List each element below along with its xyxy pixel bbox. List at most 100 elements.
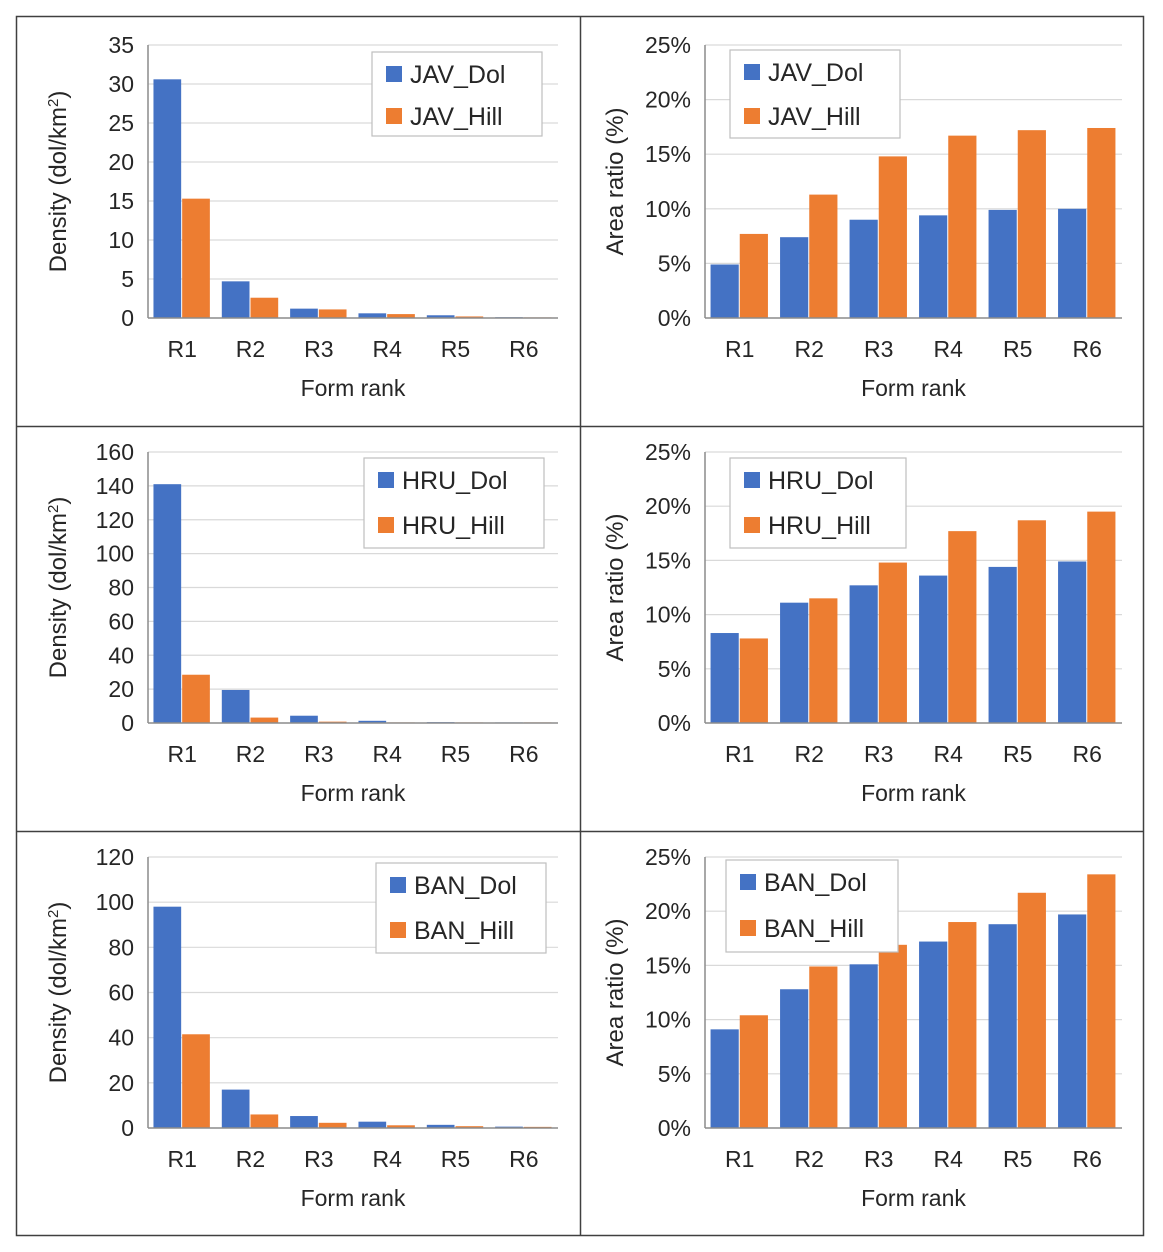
legend-label: JAV_Dol (768, 59, 863, 87)
bar-JAV_Hill-R6 (1087, 127, 1116, 318)
y-tick-label: 35 (108, 32, 134, 58)
legend-label: HRU_Dol (768, 467, 874, 495)
bar-JAV_Dol-R2 (221, 281, 250, 318)
y-tick-label: 0% (658, 710, 691, 736)
y-tick-label: 160 (96, 439, 134, 465)
x-axis-title: Form rank (301, 780, 406, 806)
x-tick-label: R4 (372, 741, 402, 767)
chart-1: 0 5 10 15 20 25 30 35 R1 R2 R3 R4 R5 R6 Form rank Densi… (45, 32, 558, 401)
x-tick-label: R1 (167, 336, 196, 362)
bar-HRU_Dol-R1 (710, 633, 739, 723)
x-tick-label: R5 (441, 336, 470, 362)
legend-swatch-HRU_Dol (378, 472, 394, 488)
x-tick-label: R1 (725, 336, 754, 362)
bar-BAN_Hill-R3 (878, 944, 907, 1128)
chart-4: 0% 5% 10% 15% 20% 25% R1 R2 R3 R4 R5 R6 Form rank Are… (602, 439, 1122, 806)
legend-label: BAN_Hill (414, 917, 514, 945)
x-tick-label: R2 (236, 336, 265, 362)
bar-JAV_Hill-R4 (387, 314, 415, 318)
bar-HRU_Hill-R6 (1087, 511, 1116, 723)
bar-HRU_Dol-R2 (221, 689, 250, 723)
legend-label: JAV_Dol (410, 61, 505, 89)
legend-label: JAV_Hill (410, 103, 503, 131)
x-axis-title: Form rank (861, 375, 966, 401)
y-tick-label: 25% (645, 439, 691, 465)
bar-BAN_Dol-R2 (221, 1089, 250, 1128)
x-tick-label: R3 (864, 336, 893, 362)
bar-JAV_Dol-R3 (290, 308, 318, 318)
bar-BAN_Dol-R2 (780, 989, 809, 1128)
y-axis-title: Density (dol/km2) (45, 497, 73, 679)
bar-JAV_Hill-R1 (182, 198, 210, 318)
x-tick-label: R4 (372, 1146, 402, 1172)
legend-label: JAV_Hill (768, 103, 861, 131)
bar-BAN_Dol-R3 (290, 1116, 318, 1128)
x-tick-label: R6 (509, 336, 538, 362)
legend-label: BAN_Dol (764, 869, 867, 897)
y-tick-label: 25 (108, 110, 134, 136)
y-tick-label: 0 (121, 710, 134, 736)
y-tick-label: 80 (108, 575, 134, 601)
chart-3: 0 20 40 60 80 100 120 140 160 R1 R2 R3 R4 R5 R6 Form ra… (45, 439, 558, 806)
y-tick-label: 20% (645, 493, 691, 519)
x-tick-label: R2 (795, 336, 824, 362)
bar-HRU_Dol-R6 (1058, 561, 1087, 723)
y-tick-label: 25% (645, 844, 691, 870)
x-tick-label: R6 (509, 1146, 538, 1172)
y-tick-label: 5% (658, 250, 691, 276)
legend-swatch-BAN_Dol (740, 874, 756, 890)
legend: JAV_Dol JAV_Hill (371, 51, 543, 137)
bar-JAV_Hill-R3 (318, 309, 347, 318)
y-tick-label: 0 (121, 1115, 134, 1141)
bar-HRU_Dol-R3 (290, 715, 318, 723)
bar-JAV_Dol-R4 (358, 313, 387, 318)
bar-JAV_Hill-R2 (250, 297, 279, 318)
y-tick-label: 0% (658, 305, 691, 331)
bar-HRU_Hill-R1 (182, 674, 210, 723)
chart-5: 0 20 40 60 80 100 120 R1 R2 R3 R4 R5 R6 Form rank Dens… (45, 844, 558, 1211)
y-tick-label: 40 (108, 1025, 134, 1051)
bar-HRU_Hill-R4 (948, 531, 977, 723)
y-tick-label: 40 (108, 642, 134, 668)
legend-swatch-JAV_Dol (744, 64, 760, 80)
legend-label: BAN_Dol (414, 872, 517, 900)
bar-HRU_Hill-R1 (739, 638, 768, 723)
bar-HRU_Dol-R1 (153, 484, 182, 723)
x-tick-label: R6 (509, 741, 538, 767)
bar-BAN_Dol-R4 (919, 941, 948, 1128)
x-tick-label: R5 (1003, 1146, 1032, 1172)
x-tick-label: R3 (864, 741, 893, 767)
y-tick-label: 10% (645, 602, 691, 628)
x-tick-label: R3 (864, 1146, 893, 1172)
chart-2: 0% 5% 10% 15% 20% 25% R1 R2 R3 R4 R5 R6 Form rank Are… (602, 32, 1122, 401)
legend-label: HRU_Dol (402, 467, 508, 495)
x-tick-label: R3 (304, 336, 333, 362)
y-tick-label: 20 (108, 149, 134, 175)
y-tick-label: 25% (645, 32, 691, 58)
x-tick-label: R4 (934, 741, 964, 767)
legend-swatch-BAN_Hill (390, 922, 406, 938)
x-tick-label: R5 (441, 741, 470, 767)
y-tick-label: 100 (96, 541, 134, 567)
y-tick-label: 30 (108, 71, 134, 97)
y-tick-label: 20 (108, 676, 134, 702)
legend: HRU_Dol HRU_Hill (729, 457, 907, 549)
legend-label: HRU_Hill (402, 512, 505, 540)
x-tick-label: R2 (236, 741, 265, 767)
legend: JAV_Dol JAV_Hill (729, 49, 901, 139)
x-tick-label: R1 (167, 741, 196, 767)
x-axis-title: Form rank (301, 1185, 406, 1211)
legend: HRU_Dol HRU_Hill (363, 457, 545, 549)
bar-BAN_Hill-R4 (948, 922, 977, 1128)
x-axis-title: Form rank (861, 780, 966, 806)
legend-swatch-BAN_Hill (740, 920, 756, 936)
legend-swatch-HRU_Hill (378, 517, 394, 533)
bar-JAV_Dol-R4 (919, 215, 948, 318)
legend-swatch-HRU_Hill (744, 517, 760, 533)
y-tick-label: 5% (658, 1061, 691, 1087)
bar-JAV_Dol-R2 (780, 237, 809, 318)
bar-BAN_Hill-R4 (387, 1125, 415, 1128)
x-tick-label: R2 (236, 1146, 265, 1172)
bar-BAN_Dol-R3 (849, 964, 878, 1128)
x-axis-title: Form rank (861, 1185, 966, 1211)
